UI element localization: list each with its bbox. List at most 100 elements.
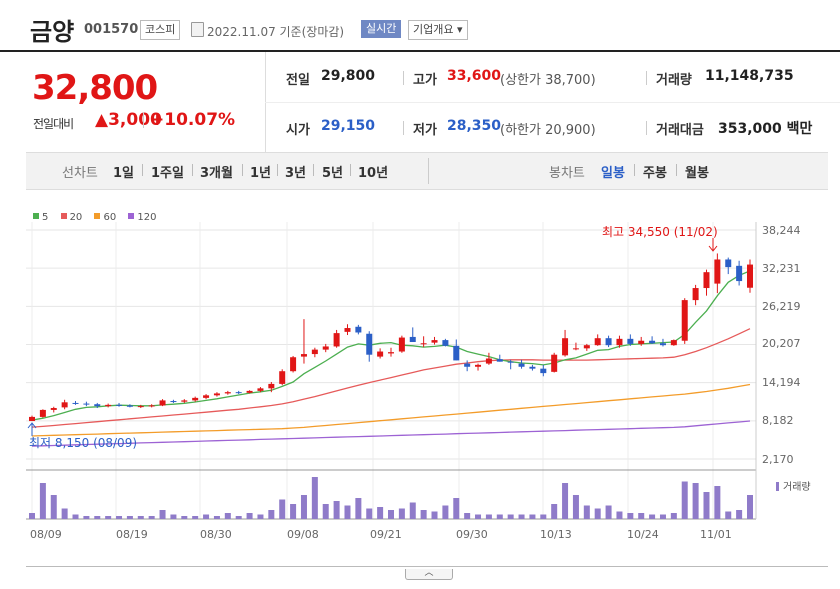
candle-body bbox=[279, 371, 286, 384]
volume-bar bbox=[159, 510, 166, 519]
volume-bar bbox=[485, 514, 492, 519]
candle-body bbox=[398, 337, 405, 352]
candle-body bbox=[518, 363, 525, 367]
candle-weekly[interactable]: 주봉 bbox=[643, 166, 667, 181]
toolbar-divider bbox=[634, 164, 635, 176]
candle-body bbox=[39, 409, 46, 417]
volume-bar bbox=[116, 516, 123, 519]
candle-body bbox=[464, 363, 471, 367]
volume-bar bbox=[572, 495, 579, 519]
toolbar-divider bbox=[313, 164, 314, 176]
volume-bar bbox=[246, 513, 253, 519]
candle-monthly[interactable]: 월봉 bbox=[685, 166, 709, 181]
volume-bar bbox=[105, 516, 112, 519]
document-icon bbox=[191, 22, 204, 37]
candle-body bbox=[725, 259, 732, 268]
range-1w[interactable]: 1주일 bbox=[151, 166, 184, 181]
candle-body bbox=[116, 404, 123, 406]
candle-body bbox=[420, 343, 427, 345]
toolbar-divider bbox=[676, 164, 677, 176]
range-3m[interactable]: 3개월 bbox=[200, 166, 233, 181]
x-tick-label: 09/21 bbox=[370, 528, 402, 541]
candle-body bbox=[594, 338, 601, 346]
candle-body bbox=[72, 402, 79, 404]
change-percent: +10.07% bbox=[150, 110, 236, 130]
candle-body bbox=[322, 346, 329, 350]
candle-body bbox=[105, 404, 112, 407]
candle-body bbox=[409, 336, 416, 343]
candle-body bbox=[170, 401, 177, 403]
change-divider bbox=[143, 112, 144, 128]
low-value: 28,350 bbox=[447, 118, 502, 134]
toolbar-group-divider bbox=[428, 158, 429, 184]
volume-bar bbox=[29, 513, 35, 519]
volume-bar bbox=[562, 483, 569, 519]
candle-body bbox=[485, 358, 492, 364]
top-divider bbox=[0, 50, 840, 52]
volume-bar bbox=[137, 516, 144, 519]
high-label: 고가 bbox=[413, 73, 437, 88]
legend-ma120-label: 120 bbox=[137, 212, 157, 223]
candle-daily[interactable]: 일봉 bbox=[601, 166, 625, 181]
candle-body bbox=[333, 333, 340, 347]
volume-bar bbox=[627, 513, 634, 519]
volume-bar bbox=[279, 499, 286, 519]
volume-bar bbox=[213, 516, 220, 519]
volume-bar bbox=[605, 505, 612, 519]
candle-body bbox=[605, 338, 612, 346]
y-tick-label: 20,207 bbox=[762, 337, 801, 350]
y-tick-label: 38,244 bbox=[762, 224, 801, 237]
volume-bar bbox=[83, 516, 90, 519]
range-1y[interactable]: 1년 bbox=[250, 166, 272, 181]
candle-body bbox=[224, 392, 231, 394]
y-tick-label: 26,219 bbox=[762, 300, 801, 313]
stat-divider bbox=[403, 71, 404, 85]
candle-body bbox=[540, 368, 547, 374]
company-info-button[interactable]: 기업개요 ▾ bbox=[408, 20, 468, 40]
x-tick-label: 09/30 bbox=[456, 528, 488, 541]
toolbar-divider bbox=[350, 164, 351, 176]
range-1d[interactable]: 1일 bbox=[113, 166, 135, 181]
candle-body bbox=[83, 403, 90, 405]
y-tick-label: 32,231 bbox=[762, 262, 801, 275]
volume-bar bbox=[257, 514, 264, 519]
candle-body bbox=[453, 345, 460, 361]
volume-bar bbox=[464, 513, 471, 519]
volume-bar bbox=[659, 514, 666, 519]
x-tick-label: 09/08 bbox=[287, 528, 319, 541]
volume-bar bbox=[551, 504, 558, 519]
x-tick-label: 10/24 bbox=[627, 528, 659, 541]
change-label: 전일대비 bbox=[33, 117, 74, 131]
collapse-button[interactable]: ︿ bbox=[405, 569, 453, 580]
ma120-swatch bbox=[128, 213, 135, 219]
realtime-button[interactable]: 실시간 bbox=[361, 20, 402, 38]
current-price: 32,800 bbox=[32, 68, 158, 108]
stat-divider bbox=[646, 121, 647, 135]
chevron-up-icon: ︿ bbox=[424, 568, 434, 578]
range-3y[interactable]: 3년 bbox=[285, 166, 307, 181]
volume-bar bbox=[50, 495, 57, 519]
volume-bar bbox=[453, 498, 460, 519]
x-tick-label: 08/19 bbox=[116, 528, 148, 541]
candle-body bbox=[61, 402, 68, 408]
candle-body bbox=[627, 338, 634, 344]
candle-body bbox=[551, 354, 558, 372]
low-annotation: 최저 8,150 (08/09) bbox=[29, 436, 138, 450]
candle-body bbox=[649, 340, 656, 344]
low-label: 저가 bbox=[413, 123, 437, 138]
volume-bar bbox=[670, 513, 677, 519]
candle-body bbox=[181, 400, 188, 402]
volume-bar bbox=[507, 514, 514, 519]
volume-bar bbox=[377, 507, 384, 519]
volume-bar bbox=[529, 514, 536, 519]
candle-body bbox=[747, 264, 753, 288]
candle-body bbox=[137, 406, 144, 408]
volume-bar bbox=[203, 514, 210, 519]
candle-body bbox=[442, 340, 449, 346]
legend-ma120: 120 bbox=[128, 212, 157, 223]
range-10y[interactable]: 10년 bbox=[358, 166, 389, 181]
volume-bar bbox=[692, 483, 699, 519]
range-5y[interactable]: 5년 bbox=[322, 166, 344, 181]
candle-body bbox=[529, 366, 536, 369]
